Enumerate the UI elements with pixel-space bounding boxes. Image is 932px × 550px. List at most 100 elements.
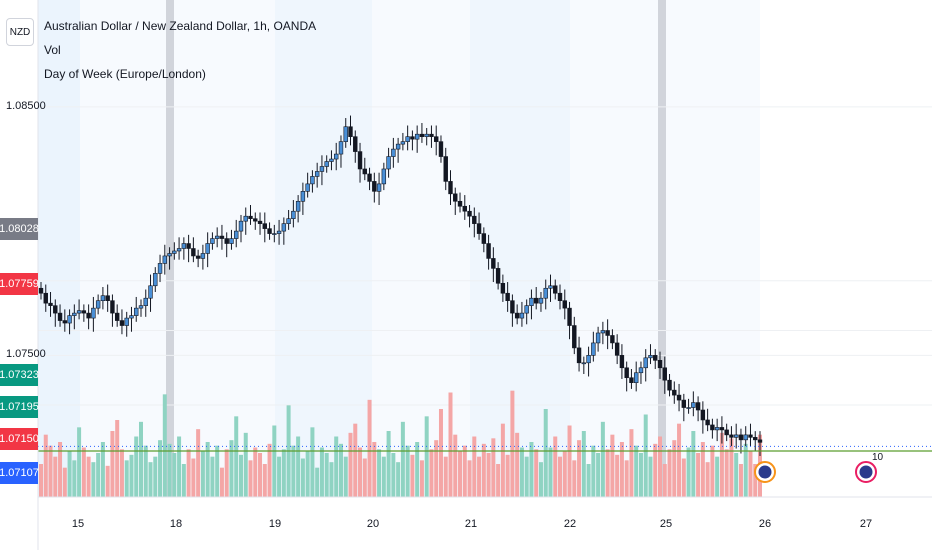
volume-bar	[429, 449, 434, 497]
volume-bar	[72, 460, 77, 497]
volume-bar	[210, 456, 215, 497]
volume-bar	[486, 453, 491, 497]
volume-bar	[43, 434, 48, 497]
volume-bar	[315, 467, 320, 497]
volume-bar	[634, 445, 639, 497]
candle-body	[510, 300, 515, 314]
volume-bar	[729, 438, 734, 497]
volume-bar	[134, 436, 139, 497]
symbol-badge[interactable]: NZD	[6, 18, 34, 46]
candle-body	[105, 295, 110, 301]
volume-bar	[48, 445, 53, 497]
price-tag: 1.08028	[0, 218, 39, 240]
candle-body	[76, 310, 82, 314]
volume-bar	[358, 447, 363, 497]
candle-body	[738, 434, 744, 441]
candle-body	[691, 402, 696, 408]
candle-body	[134, 307, 139, 316]
candle-body	[362, 168, 367, 175]
candle-body	[724, 429, 729, 436]
volume-bar	[367, 399, 372, 497]
volume-bar	[558, 456, 563, 497]
volume-bar	[572, 460, 577, 497]
candle-body	[210, 238, 215, 244]
candle-body	[553, 285, 558, 294]
candle-body	[391, 148, 396, 157]
indicator-day-of-week-label[interactable]: Day of Week (Europe/London)	[44, 67, 206, 81]
candle-body	[657, 360, 663, 369]
candle-body	[38, 287, 44, 294]
volume-bar	[158, 440, 163, 497]
volume-bar	[719, 432, 724, 497]
volume-bar	[638, 453, 643, 497]
candle-body	[434, 136, 439, 142]
candle-body	[372, 181, 377, 192]
candle-body	[410, 136, 415, 140]
candle-body	[200, 253, 206, 259]
volume-bar	[653, 443, 658, 497]
candle-body	[138, 305, 144, 309]
volume-bar	[248, 460, 253, 497]
candle-body	[486, 243, 491, 259]
volume-bar	[177, 436, 182, 497]
volume-bar	[434, 440, 439, 497]
volume-bar	[667, 449, 672, 497]
volume-bar	[605, 449, 610, 497]
candle-body	[719, 427, 725, 431]
volume-bar	[548, 447, 553, 497]
candle-body	[519, 312, 525, 319]
volume-bar	[715, 456, 720, 497]
volume-bar	[662, 464, 667, 497]
candle-body	[234, 230, 239, 239]
volume-bar	[234, 416, 239, 497]
candle-body	[357, 151, 363, 170]
candle-body	[495, 268, 501, 284]
candle-body	[95, 300, 101, 309]
volume-bar	[586, 464, 591, 497]
candle-body	[305, 183, 310, 192]
candle-body	[400, 141, 406, 145]
time-axis-label: 27	[859, 518, 873, 530]
candle-body	[729, 434, 734, 438]
volume-bar	[96, 453, 101, 497]
candle-body	[300, 191, 306, 202]
candle-body	[600, 330, 606, 334]
candle-body	[448, 181, 453, 195]
volume-bar	[67, 451, 72, 497]
candle-body	[481, 233, 487, 244]
candle-body	[581, 362, 587, 365]
candle-body	[743, 434, 748, 441]
candle-body	[329, 158, 334, 162]
volume-bar	[677, 423, 682, 497]
volume-bar	[515, 432, 520, 497]
candle-body	[295, 200, 301, 212]
candle-body	[281, 223, 287, 232]
time-axis-label: 20	[366, 518, 380, 530]
volume-bar	[143, 445, 148, 497]
candle-body	[124, 317, 129, 326]
candle-body	[529, 297, 534, 306]
candle-body	[591, 342, 596, 356]
candle-body	[705, 419, 710, 426]
volume-bar	[400, 421, 405, 497]
volume-bar	[243, 432, 248, 497]
candle-body	[633, 372, 639, 383]
candle-body	[257, 220, 263, 224]
candle-body	[229, 238, 234, 244]
volume-bar	[319, 447, 324, 497]
candle-body	[119, 320, 125, 326]
volume-bar	[172, 453, 177, 497]
volume-bar	[691, 431, 696, 497]
time-axis-label: 26	[758, 518, 772, 530]
event-flag-icon	[758, 465, 772, 479]
indicator-volume-label[interactable]: Vol	[44, 43, 61, 57]
volume-bar	[124, 460, 129, 497]
candle-body	[595, 332, 601, 344]
volume-bar	[229, 440, 234, 497]
candle-body	[214, 235, 220, 239]
candle-body	[319, 166, 325, 172]
volume-bar	[372, 442, 377, 497]
volume-bar	[310, 427, 315, 497]
candle-body	[205, 243, 210, 254]
